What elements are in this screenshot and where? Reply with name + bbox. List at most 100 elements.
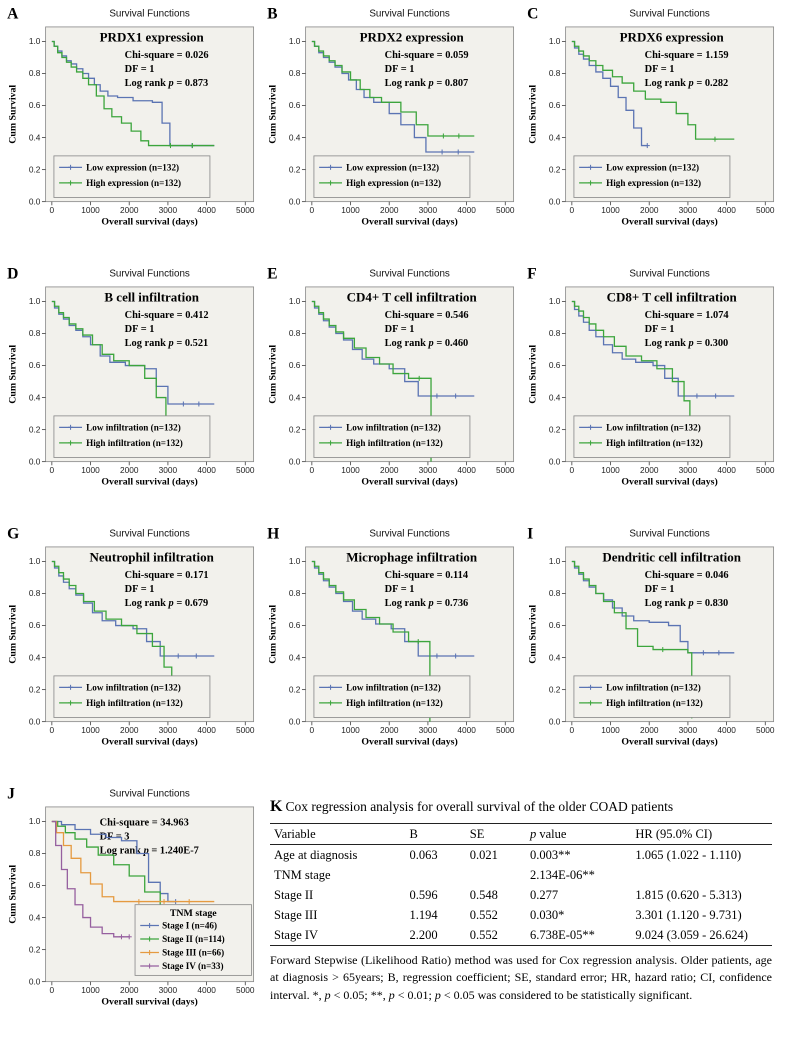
x-tick-label: 5000 — [496, 205, 515, 215]
y-tick-label: 0.2 — [289, 164, 301, 174]
y-tick-label: 0.4 — [29, 392, 41, 402]
survival-curve — [571, 40, 735, 140]
plot-inner-title: PRDX2 expression — [360, 29, 465, 44]
table-cell: Age at diagnosis — [274, 847, 358, 862]
x-tick-label: 4000 — [457, 725, 476, 735]
y-tick-label: 0.6 — [29, 100, 41, 110]
panel-I: I Survival Functions 0.0 0.2 0.4 0.6 0.8 1.0 0 10… — [524, 524, 784, 784]
panel-letter: E — [267, 266, 277, 283]
panel-letter: J — [7, 786, 15, 803]
stat-line: Chi-square = 1.074 — [645, 310, 729, 321]
legend-entry-label: Stage IV (n=33) — [162, 961, 223, 971]
table-cell — [406, 865, 466, 885]
legend-box — [313, 155, 471, 198]
legend-entry-label: High infiltration (n=132) — [346, 438, 443, 448]
y-axis-label: Cum Survival — [7, 85, 18, 144]
x-tick-label: 5000 — [496, 725, 515, 735]
x-tick-label: 2000 — [120, 465, 139, 475]
y-tick-label: 0.4 — [29, 912, 41, 922]
x-tick-label: 5000 — [756, 205, 775, 215]
x-tick-label: 2000 — [120, 725, 139, 735]
y-tick-label: 0.6 — [289, 100, 301, 110]
x-tick-label: 0 — [570, 725, 575, 735]
x-tick-label: 2000 — [120, 205, 139, 215]
x-axis-label: Overall survival (days) — [361, 217, 457, 228]
x-tick-label: 2000 — [380, 205, 399, 215]
stat-line: Log rank p = 1.240E-7 — [100, 846, 199, 857]
y-tick-label: 0.2 — [29, 944, 41, 954]
y-tick-label: 0.6 — [29, 360, 41, 370]
table-row: Stage IV 2.200 0.552 6.738E-05** 9.024 (3.05… — [270, 925, 772, 946]
panel-letter: I — [527, 526, 533, 543]
x-tick-label: 4000 — [457, 465, 476, 475]
y-tick-label: 0.6 — [549, 360, 561, 370]
x-tick-label: 1000 — [601, 465, 620, 475]
stat-line: Log rank p = 0.873 — [125, 78, 209, 89]
survival-curve — [51, 560, 184, 688]
table-column-header: SE — [469, 826, 485, 841]
y-tick-label: 0.2 — [29, 164, 41, 174]
x-tick-label: 4000 — [197, 985, 216, 995]
plot-inner-title: CD8+ T cell infiltration — [607, 289, 738, 304]
table-cell: 1.815 (0.620 - 5.313) — [635, 887, 742, 902]
y-tick-label: 0.2 — [29, 684, 41, 694]
x-tick-label: 0 — [50, 725, 55, 735]
stat-line: Chi-square = 0.046 — [645, 570, 729, 581]
plot-inner-title: PRDX1 expression — [100, 29, 205, 44]
y-tick-label: 0.0 — [29, 716, 41, 726]
x-tick-label: 4000 — [457, 205, 476, 215]
km-chart-J: J Survival Functions 0.0 0.2 0.4 0.6 0.8 1.0 0 10… — [7, 786, 255, 1008]
chart-title: Survival Functions — [109, 269, 190, 280]
y-tick-label: 0.8 — [289, 588, 301, 598]
y-tick-label: 0.2 — [289, 424, 301, 434]
survival-curve — [51, 820, 215, 903]
km-chart-G: G Survival Functions 0.0 0.2 0.4 0.6 0.8 1.0 0 10… — [7, 526, 255, 748]
y-tick-label: 0.8 — [29, 68, 41, 78]
plot-inner-title: Dendritic cell infiltration — [602, 549, 741, 564]
x-tick-label: 3000 — [159, 465, 178, 475]
chart-title: Survival Functions — [109, 9, 190, 20]
y-tick-label: 0.8 — [549, 588, 561, 598]
survival-curve — [571, 300, 735, 397]
chart-title: Survival Functions — [369, 9, 450, 20]
stat-line: Log rank p = 0.807 — [385, 78, 469, 89]
x-tick-label: 1000 — [81, 985, 100, 995]
y-tick-label: 0.8 — [549, 68, 561, 78]
x-tick-label: 1000 — [341, 205, 360, 215]
legend-entry-label: High infiltration (n=132) — [606, 698, 703, 708]
stat-line: Chi-square = 0.412 — [125, 310, 209, 321]
panel-letter: C — [527, 6, 538, 23]
table-title: Cox regression analysis for overall surv… — [285, 799, 674, 814]
survival-curve — [51, 820, 130, 938]
plot-inner-title: CD4+ T cell infiltration — [347, 289, 478, 304]
stat-line: Log rank p = 0.460 — [385, 338, 469, 349]
y-tick-label: 0.6 — [549, 100, 561, 110]
x-tick-label: 4000 — [717, 725, 736, 735]
x-tick-label: 2000 — [380, 465, 399, 475]
panel-letter: B — [267, 6, 277, 23]
stat-line: DF = 1 — [645, 584, 675, 595]
table-cell: 1.194 — [409, 907, 438, 922]
x-tick-label: 3000 — [679, 465, 698, 475]
y-tick-label: 1.0 — [289, 36, 301, 46]
legend-box — [313, 675, 471, 718]
x-tick-label: 2000 — [640, 465, 659, 475]
table-title-row: K Cox regression analysis for overall sur… — [270, 798, 772, 816]
x-axis-label: Overall survival (days) — [361, 477, 457, 488]
table-column-header: Variable — [274, 826, 316, 841]
legend-entry-label: Low expression (n=132) — [606, 162, 699, 172]
y-tick-label: 0.6 — [289, 360, 301, 370]
survival-curve — [311, 300, 475, 397]
panel-A: A Survival Functions 0.0 0.2 0.4 0.6 0.8 1.0 0 10… — [4, 4, 264, 264]
x-tick-label: 4000 — [197, 205, 216, 215]
chart-title: Survival Functions — [109, 789, 190, 800]
table-cell: 0.277 — [530, 887, 559, 902]
x-tick-label: 5000 — [496, 465, 515, 475]
plot-inner-title: PRDX6 expression — [620, 29, 725, 44]
plot-inner-title: Microphage infiltration — [346, 549, 478, 564]
x-axis-label: Overall survival (days) — [101, 477, 197, 488]
y-tick-label: 0.6 — [29, 880, 41, 890]
table-cell: Stage II — [274, 887, 314, 902]
panel-J: J Survival Functions 0.0 0.2 0.4 0.6 0.8 1.0 0 10… — [4, 784, 264, 1044]
chart-title: Survival Functions — [369, 529, 450, 540]
